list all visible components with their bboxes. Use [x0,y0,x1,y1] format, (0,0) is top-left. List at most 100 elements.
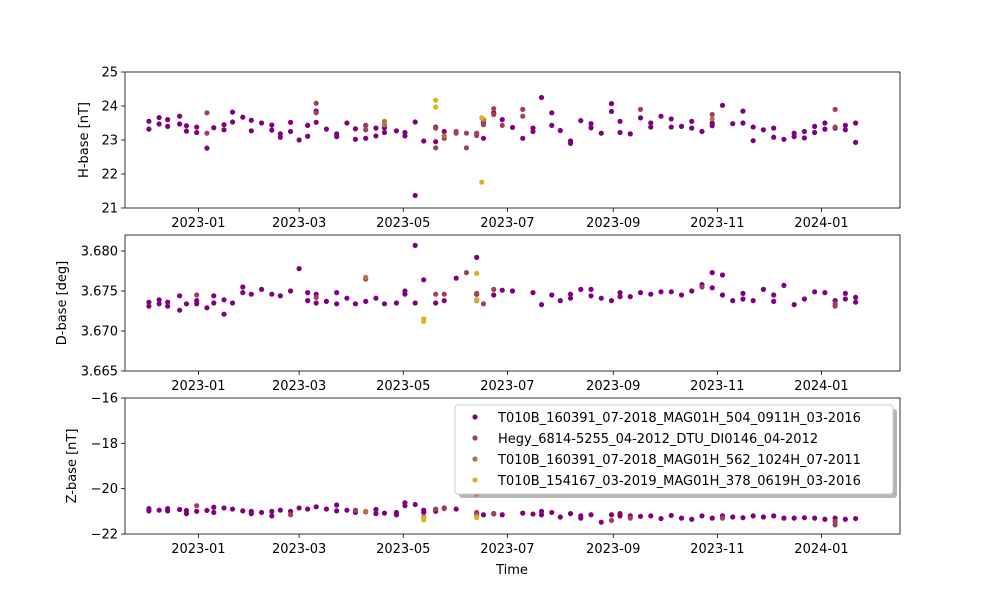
h-base-point-series-0 [221,122,227,128]
h-base-point-series-0 [740,108,746,114]
legend-marker [472,456,478,462]
d-base-point-series-0 [240,290,246,296]
z-base-point-series-1 [832,522,838,528]
h-base-point-series-0 [578,118,584,124]
z-base-point-series-0 [750,513,756,519]
z-base-point-series-0 [393,512,400,518]
h-base-point-series-0 [287,128,294,135]
h-base-point-series-0 [363,135,369,141]
h-base-point-series-1 [637,106,644,112]
z-base-point-series-0 [853,515,859,522]
d-base-point-series-0 [658,289,664,295]
h-base-point-series-3 [479,179,485,185]
d-base-point-series-0 [146,303,152,309]
h-base-point-series-0 [146,118,152,124]
h-base-point-series-0 [373,133,379,139]
d-base-point-series-0 [334,290,340,296]
d-base-point-series-0 [760,286,767,292]
h-base-point-series-0 [853,120,859,126]
z-base-point-series-0 [578,515,584,521]
d-base-point-series-0 [277,293,283,299]
d-base-y-ticks: 3.665 3.670 3.675 3.680 [81,245,125,380]
z-base-point-series-1 [287,512,294,518]
h-base-y-tick-label: 21 [101,202,118,217]
h-base-point-series-0 [719,102,726,108]
d-base-point-series-0 [842,290,848,296]
d-base-point-series-1 [313,294,319,300]
d-base-point-series-0 [305,290,311,296]
z-base-x-tick-label: 2023-07 [480,542,534,557]
z-base-point-series-0 [781,515,787,521]
z-base-point-series-0 [499,512,505,518]
h-base-point-series-1 [480,122,487,128]
h-base-x-tick-label: 2023-11 [690,216,744,231]
legend-box [454,404,894,495]
d-base-x-tick-label: 2023-11 [690,379,744,394]
z-base-point-series-0 [323,506,330,512]
h-base-y-tick-label: 22 [101,168,118,183]
z-base-point-series-0 [598,519,604,525]
z-base-point-series-0 [567,510,574,517]
z-base-point-series-0 [277,507,283,513]
z-base-y-tick-label: −20 [91,482,118,497]
h-base-point-series-0 [801,135,808,141]
d-base-point-series-0 [240,284,246,290]
h-base-point-series-0 [588,125,594,131]
legend-label: T010B_154167_03-2019_MAG01H_378_0619H_03… [497,474,861,489]
d-base-point-series-0 [412,242,418,248]
d-base-point-series-0 [853,294,859,300]
h-base-point-series-0 [668,116,674,122]
h-base-point-series-0 [617,129,623,136]
d-base-points [146,242,859,324]
z-base-points [146,491,859,528]
z-base-point-series-0 [269,513,275,519]
d-base-point-series-0 [474,254,480,260]
h-base-point-series-1 [491,111,497,118]
z-base-point-series-0 [229,506,236,512]
z-base-y-axis-label: Z-base [nT] [65,429,80,504]
h-base-point-series-0 [296,137,302,143]
h-base-point-series-0 [617,118,623,124]
z-base-point-series-0 [334,502,340,508]
h-base-point-series-0 [287,119,294,125]
d-base-point-series-0 [381,301,388,307]
h-base-point-series-0 [305,133,311,139]
h-base-x-ticks: 2023-01 2023-03 2023-05 2023-07 2023-09 2023-… [171,208,849,231]
d-base-point-series-0 [296,266,302,272]
z-base-point-series-0 [530,511,536,517]
h-base-point-series-1 [709,111,715,118]
h-base-point-series-0 [678,123,685,129]
h-base-point-series-0 [334,131,340,137]
h-base-point-series-0 [637,115,644,121]
z-base-point-series-0 [549,509,555,516]
h-base-point-series-1 [433,145,439,151]
h-base-point-series-0 [509,124,516,131]
z-base-y-ticks: −22 −20 −18 −16 [91,392,125,543]
d-base-x-tick-label: 2024-01 [794,379,848,394]
z-base-point-series-1 [491,511,497,517]
z-base-point-series-0 [373,510,379,517]
d-base-point-series-0 [812,289,818,295]
h-base-point-series-1 [520,106,526,112]
z-base-point-series-2 [363,508,369,514]
d-base-x-tick-label: 2023-03 [272,379,326,394]
h-base-point-series-0 [740,120,746,126]
d-base-point-series-0 [499,287,505,293]
z-base-point-series-1 [194,503,200,509]
z-base-point-series-1 [352,507,359,513]
d-base-point-series-0 [730,298,736,304]
h-base-point-series-0 [760,127,767,133]
z-base-x-tick-label: 2023-03 [272,542,326,557]
z-base-point-series-0 [221,505,227,511]
d-base-point-series-0 [441,298,447,304]
h-base-point-series-0 [146,126,152,132]
z-base-x-ticks: 2023-01 2023-03 2023-05 2023-07 2023-09 2023-… [171,534,849,557]
d-base-x-tick-label: 2023-05 [376,379,430,394]
d-base-point-series-0 [567,295,574,301]
h-base-point-series-1 [463,145,470,151]
z-base-point-series-0 [689,516,695,522]
d-base-point-series-1 [474,290,480,296]
z-base-axes-frame [124,397,901,535]
